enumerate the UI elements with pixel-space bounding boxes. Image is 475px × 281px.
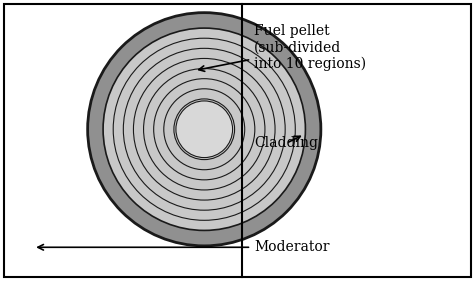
Circle shape (176, 101, 233, 158)
Text: Cladding: Cladding (254, 136, 318, 150)
Circle shape (87, 13, 321, 246)
Text: Moderator: Moderator (38, 240, 330, 254)
Circle shape (103, 28, 305, 230)
Text: Fuel pellet
(sub-divided
into 10 regions): Fuel pellet (sub-divided into 10 regions… (199, 24, 366, 71)
